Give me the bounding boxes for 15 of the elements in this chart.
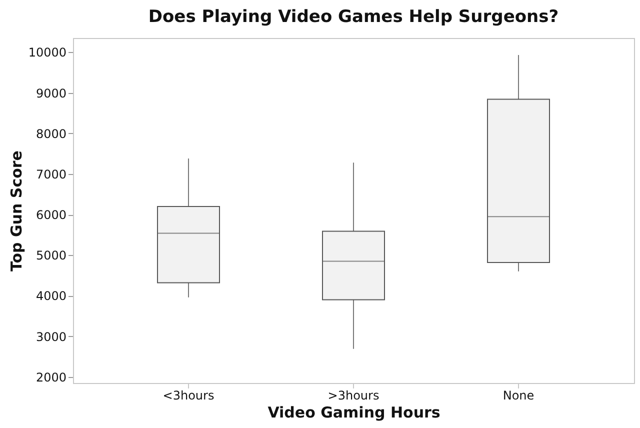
chart-title: Does Playing Video Games Help Surgeons? (148, 7, 559, 27)
y-tick-label: 6000 (36, 208, 66, 222)
y-tick-label: 3000 (36, 330, 66, 344)
y-tick-label: 5000 (36, 248, 66, 263)
x-tick-label: >3hours (328, 388, 380, 402)
x-axis-title: Video Gaming Hours (268, 404, 440, 422)
y-tick-label: 8000 (36, 126, 66, 141)
y-tick-label: 7000 (36, 167, 66, 182)
y-axis-title: Top Gun Score (7, 150, 26, 272)
x-tick-label: <3hours (162, 388, 214, 402)
x-tick-label: None (502, 388, 534, 402)
y-tick-label: 2000 (36, 370, 66, 384)
y-tick-label: 10000 (28, 46, 66, 60)
y-tick-label: 4000 (36, 289, 66, 304)
y-tick-label: 9000 (36, 86, 66, 100)
